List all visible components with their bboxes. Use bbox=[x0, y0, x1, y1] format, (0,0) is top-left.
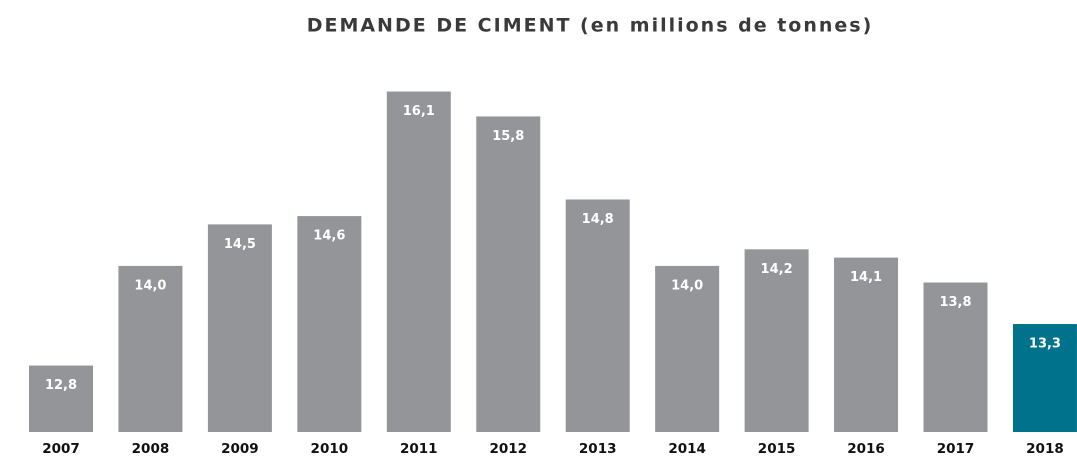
value-label: 16,1 bbox=[403, 104, 435, 119]
bar bbox=[386, 91, 451, 433]
bar bbox=[118, 265, 183, 432]
value-label: 14,0 bbox=[671, 278, 703, 293]
x-tick-label: 2013 bbox=[579, 441, 617, 457]
x-tick-label: 2011 bbox=[400, 441, 438, 457]
x-tick-label: 2008 bbox=[132, 441, 170, 457]
bar bbox=[297, 216, 362, 432]
x-tick-label: 2014 bbox=[668, 441, 706, 457]
bar bbox=[29, 365, 93, 432]
value-label: 14,5 bbox=[224, 237, 256, 252]
bar bbox=[744, 249, 809, 432]
value-label: 14,6 bbox=[313, 229, 345, 244]
x-tick-label: 2018 bbox=[1026, 441, 1064, 457]
value-label: 12,8 bbox=[45, 378, 77, 393]
bar bbox=[834, 257, 899, 432]
bar bbox=[655, 265, 720, 432]
value-label: 15,8 bbox=[492, 129, 524, 144]
value-label: 14,1 bbox=[850, 270, 882, 285]
bar bbox=[923, 282, 988, 432]
x-tick-label: 2010 bbox=[311, 441, 349, 457]
value-label: 14,8 bbox=[582, 212, 614, 227]
value-label: 14,2 bbox=[761, 262, 793, 277]
x-tick-label: 2009 bbox=[221, 441, 259, 457]
x-tick-label: 2015 bbox=[758, 441, 796, 457]
value-label: 13,3 bbox=[1029, 337, 1061, 352]
chart-title: DEMANDE DE CIMENT (en millions de tonnes… bbox=[307, 15, 874, 37]
bar bbox=[207, 224, 272, 432]
value-label: 14,0 bbox=[134, 278, 166, 293]
bar bbox=[1012, 324, 1077, 432]
bar bbox=[476, 116, 541, 432]
x-tick-label: 2017 bbox=[937, 441, 975, 457]
x-tick-label: 2012 bbox=[489, 441, 527, 457]
x-tick-label: 2007 bbox=[42, 441, 80, 457]
value-label: 13,8 bbox=[939, 295, 971, 310]
x-tick-label: 2016 bbox=[847, 441, 885, 457]
bar bbox=[565, 199, 630, 432]
